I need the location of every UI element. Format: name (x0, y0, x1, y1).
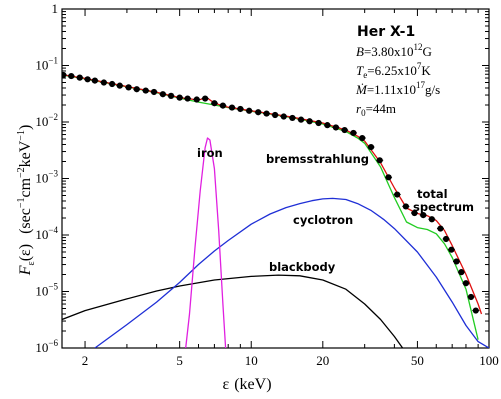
data-point (76, 74, 83, 81)
data-point (202, 95, 209, 102)
label-bremsstrahlung: bremsstrahlung (266, 152, 369, 166)
label-total-line2: spectrum (413, 200, 474, 214)
label-blackbody: blackbody (269, 260, 336, 274)
data-point (100, 79, 107, 86)
data-point (176, 94, 183, 101)
data-point (402, 203, 409, 210)
data-point (109, 80, 116, 88)
data-point (228, 104, 236, 111)
parameter-line: B=3.80x1012G (356, 42, 432, 59)
data-point (263, 110, 270, 117)
data-point (159, 91, 166, 98)
x-tick-label: 10 (245, 353, 258, 368)
y-tick-label: 10−2 (35, 112, 58, 129)
label-cyclotron: cyclotron (293, 213, 353, 227)
data-point (385, 174, 392, 181)
data-point (420, 212, 427, 219)
label-total-line1: total (417, 187, 448, 201)
x-tick-label: 5 (176, 353, 183, 368)
axis-ticks (62, 8, 490, 349)
label-iron: iron (197, 146, 223, 160)
data-point (315, 119, 322, 127)
parameter-line: r0=44m (356, 101, 396, 118)
data-point (184, 95, 191, 102)
parameter-line: Ṁ=1.11x1017g/s (355, 80, 440, 97)
data-point (472, 307, 479, 314)
data-point (458, 269, 465, 276)
x-tick-label: 50 (411, 353, 424, 368)
series-line-iron (185, 137, 227, 348)
data-point (193, 96, 200, 103)
data-point (462, 280, 470, 287)
data-point (376, 157, 383, 164)
data-point (359, 134, 366, 142)
data-point (453, 258, 460, 265)
data-point (237, 105, 244, 113)
data-point (467, 293, 475, 301)
data-point (324, 122, 331, 129)
data-point (271, 111, 279, 119)
data-point (211, 100, 218, 107)
data-point (437, 225, 444, 232)
data-point (150, 88, 158, 96)
data-point (255, 109, 262, 116)
y-axis-title: Fε(ε)(sec−1cm−2keV−1) (16, 125, 37, 277)
plot-frame (61, 8, 490, 349)
chart-title: Her X-1 (357, 24, 415, 40)
series-line-blackbody (62, 274, 404, 348)
data-point (341, 126, 348, 134)
data-point (219, 102, 226, 109)
data-point (62, 71, 67, 79)
y-tick-label: 10−5 (35, 282, 58, 299)
data-point (280, 113, 287, 120)
data-point (332, 124, 339, 131)
x-axis-title: ε (keV) (222, 376, 271, 393)
data-point (394, 191, 401, 198)
data-point (116, 82, 123, 89)
data-point (142, 87, 149, 94)
x-tick-label: 100 (479, 353, 499, 368)
data-point (125, 84, 132, 91)
data-point (411, 209, 418, 217)
data-point (297, 116, 305, 123)
y-tick-label: 1 (52, 1, 59, 16)
y-tick-label: 10−1 (35, 56, 58, 73)
data-point (428, 216, 435, 223)
y-tick-label: 10−6 (35, 338, 58, 355)
data-points (62, 71, 480, 314)
data-point (350, 129, 357, 137)
data-point (91, 77, 98, 84)
parameter-line: Te=6.25x107K (356, 61, 431, 80)
data-point (289, 114, 296, 122)
series-line-cyclotron (94, 197, 489, 348)
x-tick-label: 20 (316, 353, 329, 368)
x-tick-label: 2 (82, 353, 89, 368)
data-point (448, 246, 455, 253)
data-point (442, 235, 450, 243)
tick-labels: 2 5 10 20 50 100 1 10−1 10−2 10−3 10−4 10−5 10−6 (35, 1, 498, 368)
data-point (246, 107, 253, 114)
data-point (68, 72, 75, 80)
data-point (167, 92, 175, 99)
data-point (133, 86, 140, 93)
data-point (306, 118, 313, 125)
data-point (84, 76, 91, 83)
data-point (367, 143, 375, 151)
y-tick-label: 10−3 (35, 169, 58, 186)
y-tick-label: 10−4 (35, 225, 58, 242)
